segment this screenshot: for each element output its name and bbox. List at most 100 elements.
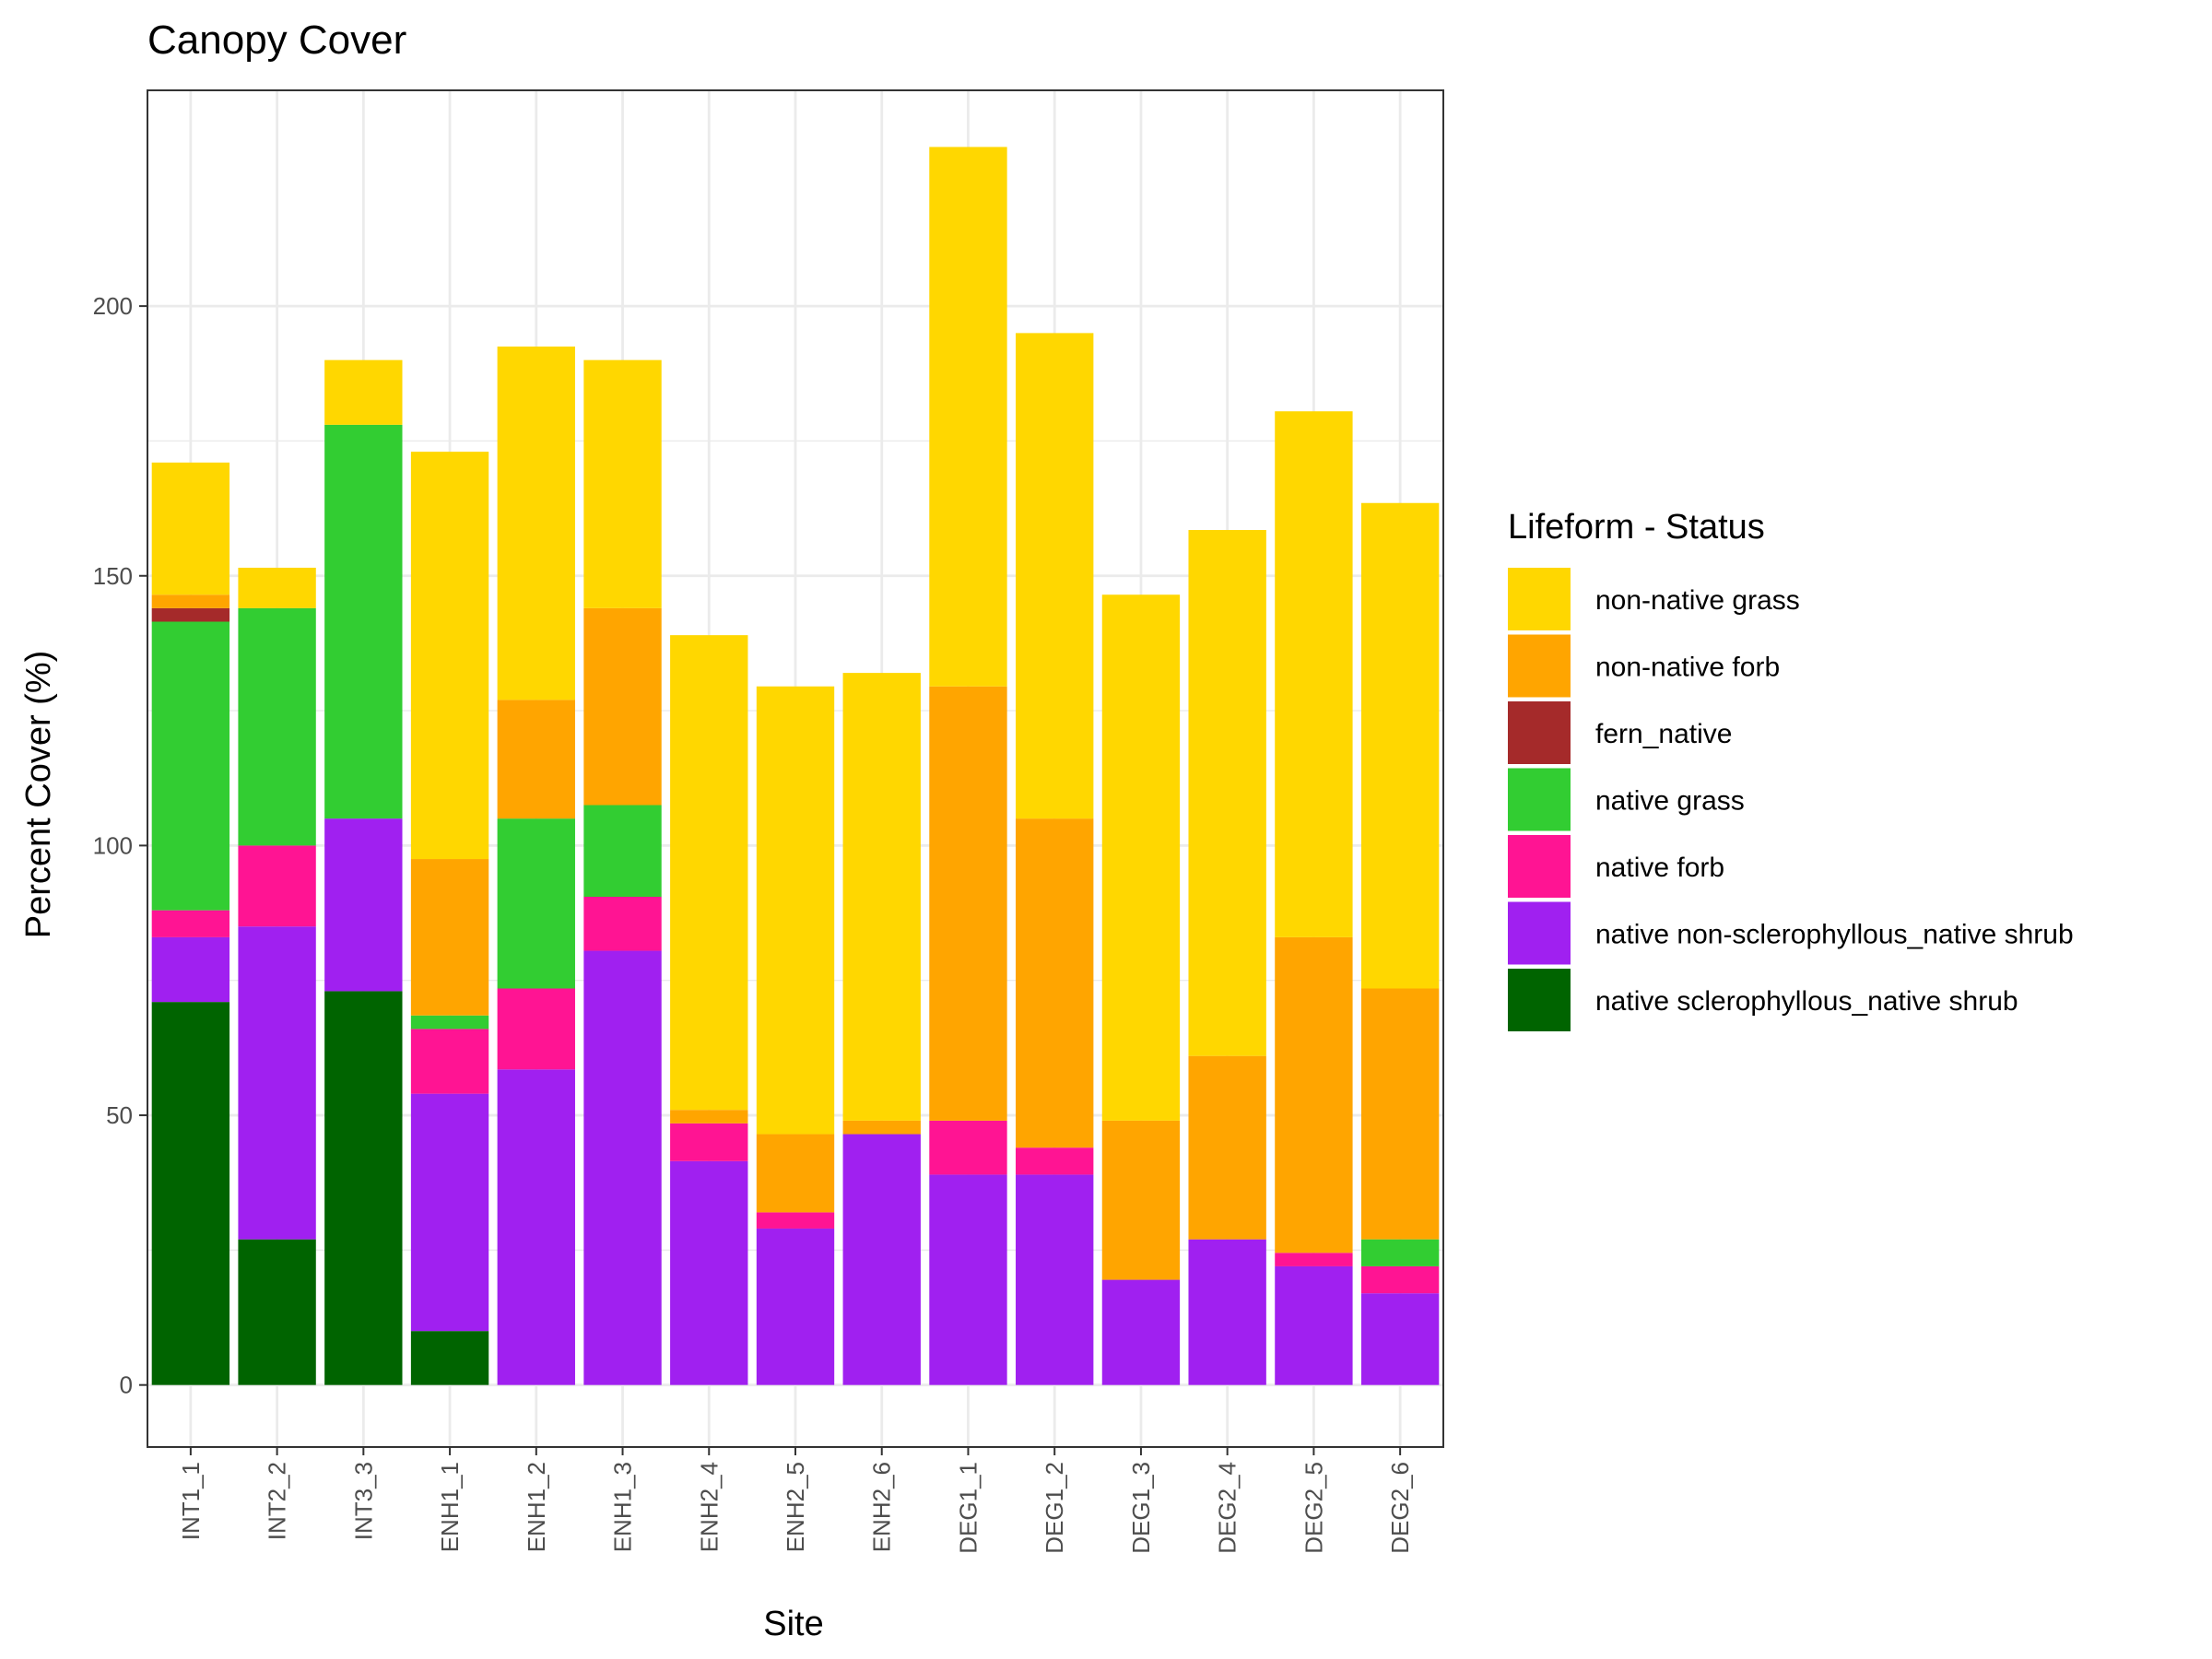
bar-segment <box>842 1134 921 1385</box>
bar-segment <box>1101 594 1181 1121</box>
bar-segment <box>1275 1253 1353 1266</box>
bar-segment <box>583 897 662 951</box>
y-tick-label: 50 <box>106 1101 133 1129</box>
bar-segment <box>410 1015 489 1030</box>
bar-segment <box>1275 411 1353 937</box>
bar-segment <box>238 1239 316 1385</box>
x-tick-label: ENH1_1 <box>436 1462 464 1552</box>
x-tick-label: DEG2_4 <box>1214 1462 1241 1554</box>
bar-segment <box>410 859 489 1016</box>
bar-segment <box>151 607 230 622</box>
bar-segment <box>670 1123 748 1161</box>
bar-segment <box>410 1029 489 1094</box>
bar-segment <box>410 1093 489 1332</box>
bar-segment <box>1188 1239 1266 1385</box>
plot-area: 0 50 100 150 200 INT1_1 INT2_2 INT3_3 ENH1_1 ENH1… <box>93 89 1444 1554</box>
bar-segment <box>1016 1147 1094 1175</box>
bar-segment <box>929 147 1007 687</box>
bar-segment <box>151 1002 230 1385</box>
legend-label: non-native forb <box>1595 653 1780 683</box>
x-tick-label: DEG1_1 <box>954 1462 982 1554</box>
bar-segment <box>583 607 662 806</box>
bar-segment <box>583 950 662 1385</box>
y-tick-label: 100 <box>93 831 133 859</box>
x-tick-label: INT2_2 <box>264 1462 291 1540</box>
bar-segment <box>1188 1055 1266 1240</box>
legend-key <box>1508 901 1571 965</box>
x-tick-label: ENH2_4 <box>695 1462 723 1552</box>
bar-segment <box>670 1160 748 1385</box>
legend-key <box>1508 701 1571 764</box>
y-axis-title: Percent Cover (%) <box>19 651 58 939</box>
x-tick-label: ENH1_3 <box>609 1462 637 1552</box>
legend-key <box>1508 835 1571 898</box>
x-axis-title: Site <box>763 1605 823 1643</box>
bar-segment <box>1016 333 1094 819</box>
bar-segment <box>497 1069 575 1385</box>
bar-segment <box>151 936 230 1003</box>
legend-label: native sclerophyllous_native shrub <box>1595 986 2018 1017</box>
bar-segment <box>583 359 662 608</box>
legend-key <box>1508 969 1571 1031</box>
bar-segment <box>756 1134 835 1213</box>
bar-segment <box>929 686 1007 1121</box>
y-tick-label: 0 <box>120 1371 133 1399</box>
bar-segment <box>238 845 316 927</box>
bar-segment <box>929 1174 1007 1385</box>
bar-segment <box>1188 530 1266 1056</box>
bar-segment <box>1360 502 1440 989</box>
bar-segment <box>1016 818 1094 1148</box>
x-tick-label: DEG1_2 <box>1041 1462 1068 1554</box>
bar-segment <box>497 700 575 819</box>
bar-segment <box>583 805 662 898</box>
x-tick-label: ENH1_2 <box>523 1462 550 1552</box>
x-tick-label: INT1_1 <box>177 1462 205 1540</box>
bar-segment <box>151 462 230 595</box>
bar-segment <box>324 818 403 992</box>
bar-segment <box>324 359 403 425</box>
bar-segment <box>842 1120 921 1135</box>
x-tick-label: ENH2_5 <box>782 1462 809 1552</box>
y-tick-label: 150 <box>93 562 133 590</box>
x-tick-label: DEG2_5 <box>1300 1462 1327 1554</box>
x-tick-label: DEG1_3 <box>1127 1462 1155 1554</box>
bar-segment <box>410 452 489 860</box>
bar-segment <box>670 635 748 1111</box>
bar-segment <box>238 607 316 846</box>
bar-segment <box>324 424 403 819</box>
bar-segment <box>756 686 835 1135</box>
legend-label: native grass <box>1595 786 1745 817</box>
x-tick-label: INT3_3 <box>349 1462 377 1540</box>
bar-segment <box>756 1212 835 1229</box>
bar-segment <box>497 988 575 1070</box>
bar-segment <box>497 818 575 989</box>
x-tick-label: DEG2_6 <box>1386 1462 1414 1554</box>
chart-title: Canopy Cover <box>147 18 406 63</box>
x-tick-label: ENH2_6 <box>868 1462 896 1552</box>
bar-segment <box>151 621 230 911</box>
bar-segment <box>756 1228 835 1385</box>
legend-label: native forb <box>1595 853 1724 883</box>
bar-segment <box>324 991 403 1385</box>
bar-segment <box>1101 1279 1181 1385</box>
bar-segment <box>1275 1265 1353 1385</box>
bar-segment <box>670 1110 748 1124</box>
bar-segment <box>842 673 921 1121</box>
legend-key <box>1508 568 1571 630</box>
bar-segment <box>238 567 316 608</box>
y-tick-label: 200 <box>93 292 133 320</box>
bar-segment <box>1101 1120 1181 1280</box>
bar-segment <box>929 1120 1007 1175</box>
legend-label: fern_native <box>1595 719 1732 749</box>
bar-segment <box>151 594 230 608</box>
bar-segment <box>1360 1239 1440 1266</box>
legend-key <box>1508 634 1571 698</box>
bar-segment <box>1360 988 1440 1240</box>
bar-segment <box>151 910 230 937</box>
bar-segment <box>410 1331 489 1385</box>
bar-segment <box>1275 936 1353 1253</box>
bar-segment <box>1016 1174 1094 1385</box>
legend: Lifeform - Status non-native grass non-na… <box>1508 508 2074 1031</box>
